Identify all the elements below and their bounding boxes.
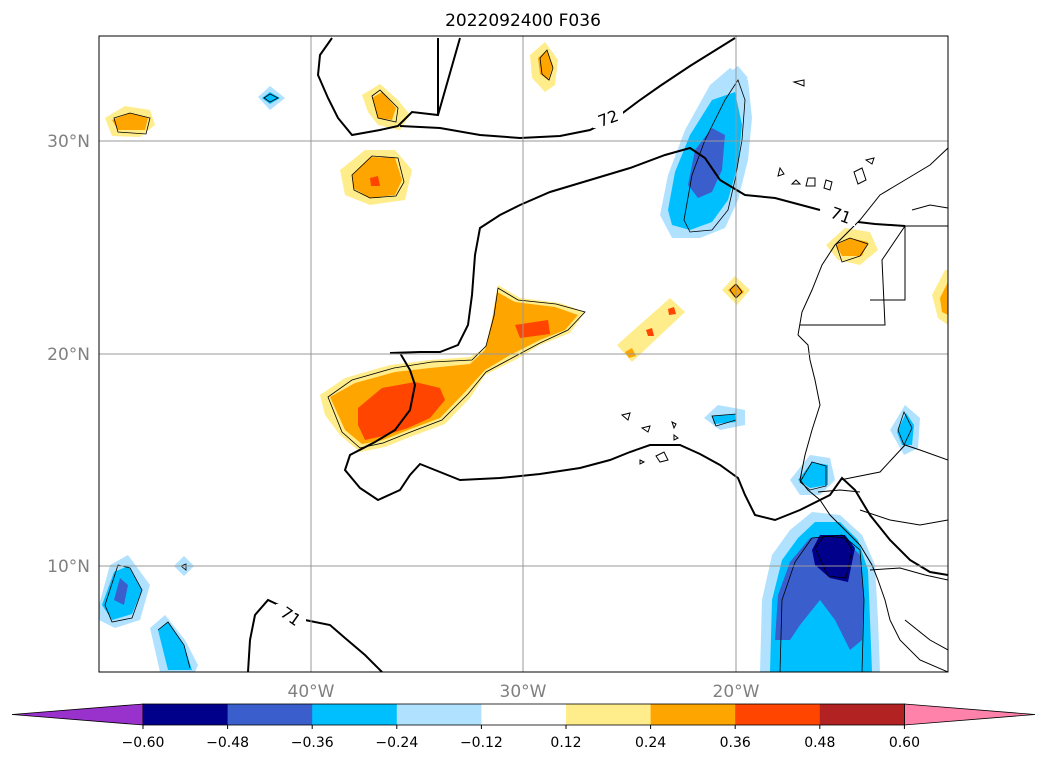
latitude-labels: 30°N 20°N 10°N — [47, 132, 90, 577]
colorbar-bin — [227, 704, 313, 725]
colorbar-tick-label: 0.36 — [720, 735, 751, 751]
map-panel: 72 71 71 — [99, 36, 948, 672]
colorbar-tick-label: −0.12 — [460, 735, 503, 751]
map-frame — [98, 35, 949, 673]
lat-label-20n: 20°N — [47, 345, 90, 365]
colorbar-tick-label: −0.48 — [206, 735, 249, 751]
colorbar-extend-high — [904, 703, 1036, 726]
colorbar-tick-label: 0.48 — [804, 735, 835, 751]
figure-title: 2022092400 F036 — [445, 11, 601, 31]
colorbar-bin — [396, 704, 482, 725]
colorbar-bin — [143, 704, 229, 725]
colorbar-tick-label: 0.24 — [635, 735, 666, 751]
colorbar-tick-label: −0.36 — [291, 735, 334, 751]
positive-anomaly-fills — [105, 42, 948, 452]
gridlines — [99, 36, 948, 672]
lon-label-40w: 40°W — [288, 682, 335, 702]
lon-label-20w: 20°W — [713, 682, 760, 702]
negative-anomaly-fills — [99, 66, 920, 672]
colorbar-tick-label: 0.60 — [889, 735, 920, 751]
lat-label-10n: 10°N — [47, 557, 90, 577]
thick-contours — [247, 37, 948, 672]
longitude-labels: 40°W 30°W 20°W — [288, 682, 760, 702]
colorbar-bin — [312, 704, 398, 725]
colorbar: −0.60 −0.48 −0.36 −0.24 −0.12 0.12 0.24 0.36 0.4… — [11, 703, 1036, 751]
colorbar-tick-label: 0.12 — [550, 735, 581, 751]
colorbar-extend-low — [11, 703, 144, 726]
colorbar-bin — [735, 704, 821, 725]
thin-contours — [104, 49, 913, 672]
colorbar-bin — [650, 704, 736, 725]
colorbar-bin — [819, 704, 905, 725]
lon-label-30w: 30°W — [500, 682, 547, 702]
colorbar-bin — [481, 704, 567, 725]
contour-labels: 72 71 71 — [276, 106, 855, 630]
colorbar-tick-label: −0.24 — [375, 735, 418, 751]
coastlines — [620, 79, 948, 672]
colorbar-outline — [142, 703, 905, 726]
lat-label-30n: 30°N — [47, 132, 90, 152]
colorbar-bin — [566, 704, 652, 725]
colorbar-tick-label: −0.60 — [122, 735, 165, 751]
